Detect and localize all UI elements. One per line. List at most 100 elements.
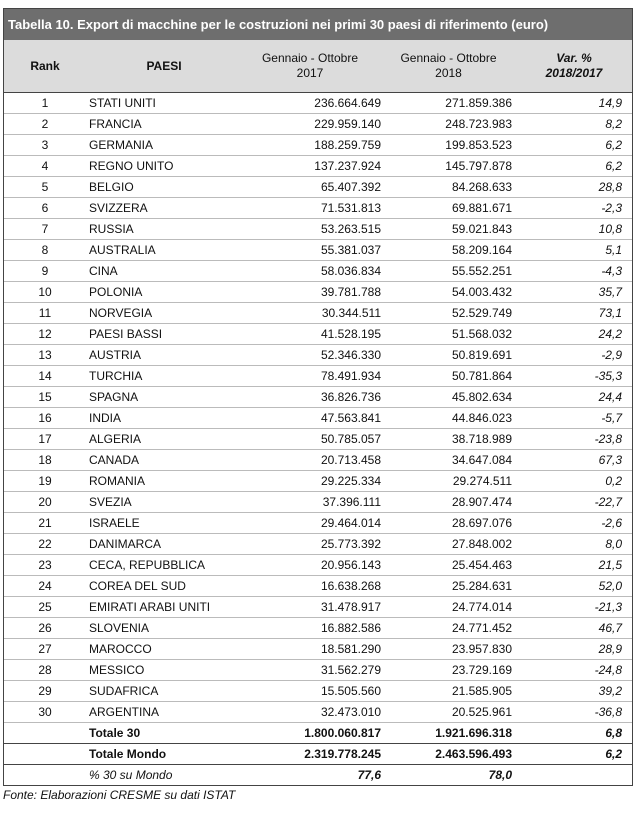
value-2018-cell: 145.797.878 [385,155,516,177]
value-2018-cell: 28.907.474 [385,491,516,513]
header-2017-period: Gennaio - Ottobre [261,51,359,65]
table-row: 15 SPAGNA 36.826.736 45.802.634 24,4 [4,386,632,408]
table-row: 5 BELGIO 65.407.392 84.268.633 28,8 [4,176,632,198]
table-row: 17 ALGERIA 50.785.057 38.718.989 -23,8 [4,428,632,450]
header-2018: Gennaio - Ottobre 2018 [385,40,516,93]
rank-cell: 9 [4,260,86,282]
var-cell: -24,8 [516,659,632,681]
rank-cell: 28 [4,659,86,681]
table-row: 1 STATI UNITI 236.664.649 271.859.386 14,9 [4,92,632,114]
value-2017-cell: 52.346.330 [239,344,385,366]
var-cell: 6,8 [516,722,632,744]
var-cell: -2,3 [516,197,632,219]
value-2017-cell: 2.319.778.245 [239,743,385,765]
var-cell: 5,1 [516,239,632,261]
country-cell: MAROCCO [86,638,239,660]
rank-cell: 15 [4,386,86,408]
value-2017-cell: 53.263.515 [239,218,385,240]
value-2017-cell: 29.464.014 [239,512,385,534]
value-2017-cell: 29.225.334 [239,470,385,492]
value-2018-cell: 24.774.014 [385,596,516,618]
value-2018-cell: 28.697.076 [385,512,516,534]
country-cell: CINA [86,260,239,282]
value-2018-cell: 24.771.452 [385,617,516,639]
table-row: 2 FRANCIA 229.959.140 248.723.983 8,2 [4,113,632,135]
value-2018-cell: 58.209.164 [385,239,516,261]
var-cell: -23,8 [516,428,632,450]
rank-cell [4,765,86,786]
country-cell: STATI UNITI [86,92,239,114]
var-cell: 14,9 [516,92,632,114]
value-2017-cell: 41.528.195 [239,323,385,345]
value-2017-cell: 47.563.841 [239,407,385,429]
rank-cell: 5 [4,176,86,198]
country-cell: % 30 su Mondo [89,768,173,782]
rank-cell: 22 [4,533,86,555]
var-cell: 0,2 [516,470,632,492]
value-2018-cell: 248.723.983 [385,113,516,135]
country-cell: SPAGNA [86,386,239,408]
country-cell: POLONIA [86,281,239,303]
rank-cell: 26 [4,617,86,639]
rank-cell: 19 [4,470,86,492]
value-2018-cell: 52.529.749 [385,302,516,324]
value-2018-cell: 199.853.523 [385,134,516,156]
value-2017-cell: 31.478.917 [239,596,385,618]
value-2018-cell: 54.003.432 [385,281,516,303]
var-cell: -22,7 [516,491,632,513]
value-2017-cell: 65.407.392 [239,176,385,198]
value-2018-cell: 69.881.671 [385,197,516,219]
rank-cell: 10 [4,281,86,303]
var-cell: 39,2 [516,680,632,702]
var-cell [516,765,632,786]
country-cell: MESSICO [86,659,239,681]
rank-cell: 21 [4,512,86,534]
value-2017-cell: 71.531.813 [239,197,385,219]
table-row: 24 COREA DEL SUD 16.638.268 25.284.631 52,0 [4,575,632,597]
var-cell: 46,7 [516,617,632,639]
var-cell: -21,3 [516,596,632,618]
rank-cell: 6 [4,197,86,219]
header-row: Rank PAESI Gennaio - Ottobre 2017 Gennaio… [4,40,632,93]
table-row: 26 SLOVENIA 16.882.586 24.771.452 46,7 [4,617,632,639]
value-2018-cell: 50.781.864 [385,365,516,387]
value-2018-cell: 271.859.386 [385,92,516,114]
value-2017-cell: 18.581.290 [239,638,385,660]
header-rank: Rank [4,40,86,93]
value-2017-cell: 20.713.458 [239,449,385,471]
value-2017-cell: 78.491.934 [239,365,385,387]
var-cell: -35,3 [516,365,632,387]
export-table-container: Tabella 10. Export di macchine per le co… [3,8,633,786]
table-row: 25 EMIRATI ARABI UNITI 31.478.917 24.774.01… [4,596,632,618]
rank-cell: 7 [4,218,86,240]
table-row: 9 CINA 58.036.834 55.552.251 -4,3 [4,260,632,282]
table-row: 13 AUSTRIA 52.346.330 50.819.691 -2,9 [4,344,632,366]
var-cell: 8,2 [516,113,632,135]
country-cell: RUSSIA [86,218,239,240]
share-row: % 30 su Mondo 77,6 78,0 [4,765,632,786]
value-2017-cell: 37.396.111 [239,491,385,513]
table-row: 10 POLONIA 39.781.788 54.003.432 35,7 [4,281,632,303]
rank-cell: 27 [4,638,86,660]
value-2018-cell: 45.802.634 [385,386,516,408]
header-var: Var. % 2018/2017 [516,40,632,93]
value-2017-cell: 188.259.759 [239,134,385,156]
country-cell: TURCHIA [86,365,239,387]
total-row: Totale Mondo 2.319.778.245 2.463.596.493 6,… [4,743,632,765]
rank-cell: 11 [4,302,86,324]
table-row: 12 PAESI BASSI 41.528.195 51.568.032 24,2 [4,323,632,345]
value-2018-cell: 21.585.905 [385,680,516,702]
table-row: 16 INDIA 47.563.841 44.846.023 -5,7 [4,407,632,429]
rank-cell: 1 [4,92,86,114]
country-cell: FRANCIA [86,113,239,135]
var-cell: 67,3 [516,449,632,471]
rank-cell: 25 [4,596,86,618]
value-2017-cell: 236.664.649 [239,92,385,114]
var-cell: 52,0 [516,575,632,597]
country-cell: GERMANIA [86,134,239,156]
table-row: 18 CANADA 20.713.458 34.647.084 67,3 [4,449,632,471]
table-row: 21 ISRAELE 29.464.014 28.697.076 -2,6 [4,512,632,534]
table-row: 8 AUSTRALIA 55.381.037 58.209.164 5,1 [4,239,632,261]
table-row: 27 MAROCCO 18.581.290 23.957.830 28,9 [4,638,632,660]
rank-cell: 24 [4,575,86,597]
